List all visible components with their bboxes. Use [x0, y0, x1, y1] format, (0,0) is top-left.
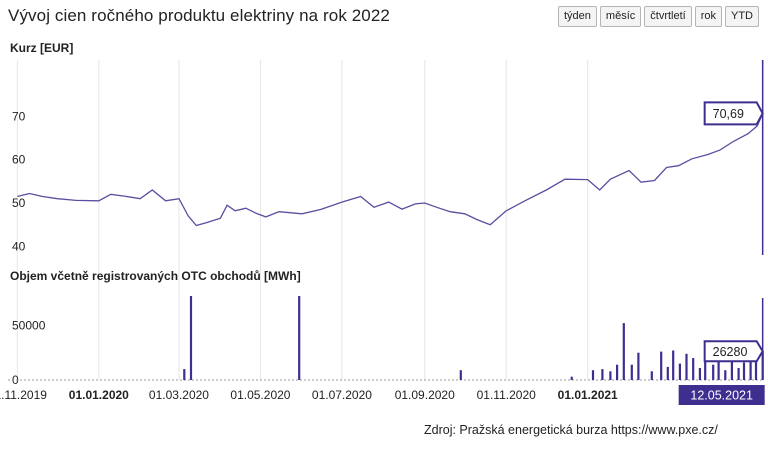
- volume-bar: [737, 368, 740, 380]
- price-panel: Kurz [EUR] 40 50 60 70 70,69: [10, 41, 764, 255]
- price-line: [17, 113, 764, 227]
- range-selector: týden měsíc čtvrtletí rok YTD: [558, 6, 759, 27]
- x-tick-label: 01.07.2020: [312, 388, 372, 402]
- price-y-ticks: 40 50 60 70: [12, 109, 26, 253]
- volume-y-tick-label: 50000: [12, 318, 46, 332]
- last-price-flag: 70,69: [703, 101, 764, 126]
- volume-y-tick-label: 0: [12, 373, 19, 387]
- volume-bar: [570, 376, 573, 380]
- x-tick-label: 01.01.2021: [558, 388, 618, 402]
- price-y-tick-label: 40: [12, 239, 26, 253]
- price-y-tick-label: 50: [12, 196, 26, 210]
- price-axis-label: Kurz [EUR]: [10, 41, 73, 55]
- volume-bar: [717, 360, 720, 380]
- x-tick-label: 01.05.2020: [230, 388, 290, 402]
- source-note: Zdroj: Pražská energetická burza https:/…: [424, 423, 718, 437]
- volume-bar: [730, 358, 733, 380]
- volume-bar: [672, 350, 675, 380]
- volume-bar: [183, 369, 186, 380]
- price-y-tick-label: 70: [12, 109, 26, 123]
- volume-bar: [704, 355, 707, 380]
- x-tick-label: 01.11.2019: [0, 388, 47, 402]
- volume-bar: [637, 352, 640, 380]
- x-tick-label: 01.09.2020: [395, 388, 455, 402]
- volume-bar: [698, 368, 701, 380]
- volume-bar: [754, 357, 758, 380]
- cursor-date-value: 12.05.2021: [690, 389, 753, 403]
- volume-bar: [712, 364, 715, 380]
- chart-title: Vývoj cien ročného produktu elektriny na…: [8, 6, 390, 25]
- volume-bar: [609, 371, 612, 380]
- volume-bar: [459, 370, 462, 380]
- volume-bar: [601, 369, 604, 380]
- price-y-tick-label: 60: [12, 153, 26, 167]
- volume-bar: [616, 364, 619, 380]
- range-button-week[interactable]: týden: [558, 6, 597, 27]
- volume-bar: [591, 370, 595, 380]
- volume-panel: Objem včetně registrovaných OTC obchodů …: [8, 269, 764, 387]
- volume-bar: [622, 323, 625, 380]
- volume-bar: [630, 364, 633, 380]
- volume-bar: [724, 370, 727, 380]
- x-axis: 01.11.2019 01.01.2020 01.03.2020 01.05.2020…: [0, 388, 618, 402]
- last-price-value: 70,69: [713, 107, 744, 121]
- x-tick-label: 01.01.2020: [69, 388, 129, 402]
- range-button-quarter[interactable]: čtvrtletí: [644, 6, 692, 27]
- range-button-ytd[interactable]: YTD: [725, 6, 759, 27]
- cursor-date-flag: 12.05.2021: [678, 385, 765, 405]
- volume-bar: [692, 358, 695, 380]
- volume-bar: [742, 362, 746, 380]
- volume-bar: [678, 363, 681, 380]
- volume-bars: [183, 296, 764, 380]
- volume-bar: [685, 353, 688, 380]
- volume-bar: [749, 361, 752, 380]
- volume-bar: [666, 366, 669, 380]
- volume-y-ticks: 0 50000: [12, 318, 46, 387]
- price-volume-chart[interactable]: Kurz [EUR] 40 50 60 70 70,69 Objem včetně r…: [0, 0, 768, 415]
- last-volume-value: 26280: [713, 345, 748, 359]
- volume-bar: [298, 296, 301, 380]
- volume-axis-label: Objem včetně registrovaných OTC obchodů …: [10, 269, 301, 283]
- volume-bar: [650, 371, 653, 380]
- x-tick-label: 01.03.2020: [149, 388, 209, 402]
- volume-bar: [189, 296, 193, 380]
- volume-bar: [660, 351, 663, 380]
- range-button-year[interactable]: rok: [694, 6, 722, 27]
- last-volume-flag: 26280: [703, 340, 764, 363]
- x-tick-label: 01.11.2020: [477, 388, 536, 402]
- vertical-grid: [16, 60, 589, 380]
- range-button-month[interactable]: měsíc: [599, 6, 642, 27]
